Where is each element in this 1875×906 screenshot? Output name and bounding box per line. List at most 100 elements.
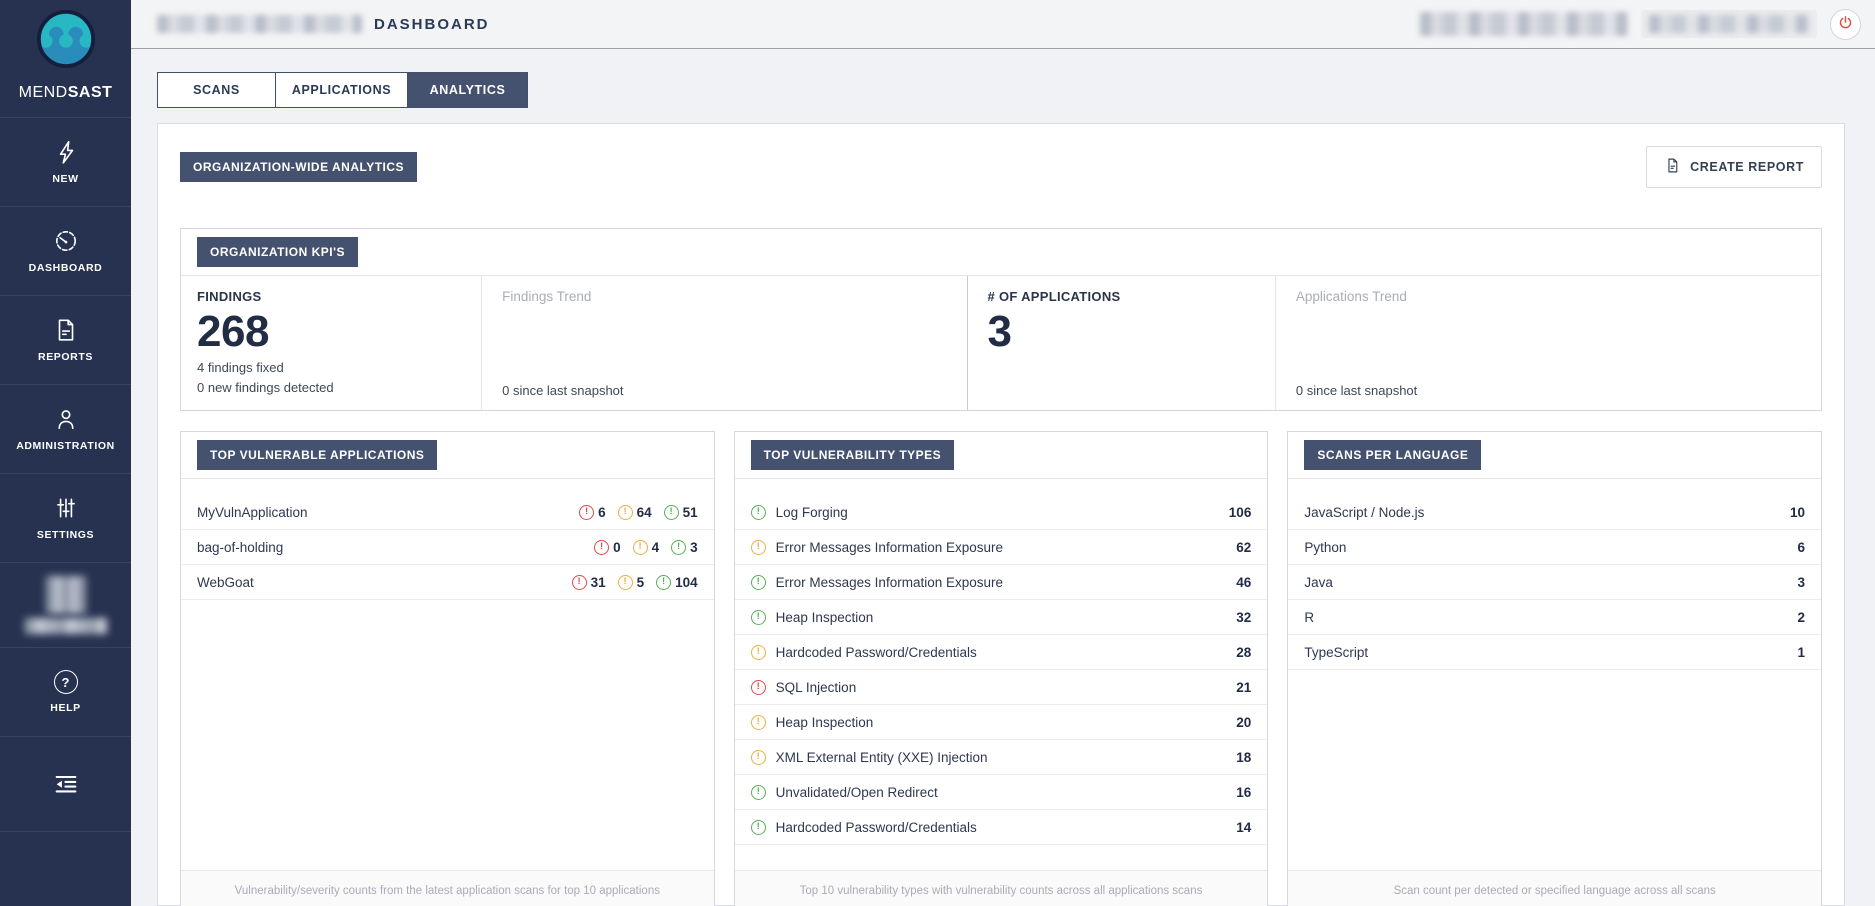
panel-badge: TOP VULNERABILITY TYPES [750, 440, 955, 470]
sidebar-item-label: HELP [50, 702, 81, 714]
vulnerability-count: 46 [1236, 574, 1252, 590]
kpi-findings-value: 268 [197, 307, 269, 356]
language-name: TypeScript [1304, 644, 1369, 660]
vulnerability-type-row[interactable]: ! Log Forging 106 [734, 495, 1268, 530]
lightning-icon [53, 139, 79, 165]
vulnerability-type-row[interactable]: ! Heap Inspection 32 [734, 600, 1268, 635]
panel-header: SCANS PER LANGUAGE [1288, 432, 1821, 479]
kpi-badge: ORGANIZATION KPI'S [197, 237, 358, 267]
language-row[interactable]: R 2 [1288, 600, 1821, 635]
panel-footer: Vulnerability/severity counts from the l… [181, 870, 714, 906]
vulnerability-name: SQL Injection [775, 679, 857, 695]
vulnerability-type-row[interactable]: ! SQL Injection 21 [734, 670, 1268, 705]
logout-power-button[interactable] [1830, 8, 1861, 40]
high-severity-icon: ! [571, 574, 587, 590]
severity-icon: ! [750, 784, 766, 800]
applications-trend-label: Applications Trend [1295, 289, 1407, 304]
vulnerability-count: 28 [1236, 644, 1252, 660]
severity-icon: ! [750, 679, 766, 695]
section-badge: ORGANIZATION-WIDE ANALYTICS [180, 152, 418, 182]
tab-analytics[interactable]: ANALYTICS [407, 73, 527, 107]
sidebar-item-reports[interactable]: REPORTS [0, 295, 131, 384]
redacted-breadcrumb [157, 15, 362, 33]
tab-bar: SCANS APPLICATIONS ANALYTICS [157, 72, 528, 108]
tab-applications[interactable]: APPLICATIONS [275, 73, 407, 107]
vulnerability-count: 106 [1228, 504, 1252, 520]
severity-icon: ! [750, 539, 766, 555]
sidebar-item-new[interactable]: NEW [0, 117, 131, 206]
vulnerability-name: Hardcoded Password/Credentials [775, 819, 977, 835]
medium-severity-count: ! 4 [632, 539, 659, 555]
sidebar-item-user-redacted[interactable] [0, 562, 131, 647]
severity-icon: ! [750, 574, 766, 590]
language-scan-count: 2 [1797, 609, 1805, 625]
medium-severity-count: ! 5 [617, 574, 644, 590]
header-right [1420, 8, 1861, 40]
sidebar-item-administration[interactable]: ADMINISTRATION [0, 384, 131, 473]
severity-icon: ! [750, 644, 766, 660]
high-severity-count: ! 31 [571, 574, 606, 590]
language-name: JavaScript / Node.js [1304, 504, 1425, 520]
high-severity-count: ! 0 [594, 539, 621, 555]
application-row[interactable]: WebGoat ! 31 ! 5 ! 104 [181, 565, 714, 600]
applications-trend-note: 0 since last snapshot [1295, 383, 1418, 398]
account-menu[interactable] [1641, 10, 1817, 38]
sidebar-collapse-button[interactable] [0, 736, 131, 831]
application-name: MyVulnApplication [197, 504, 308, 520]
vulnerability-type-row[interactable]: ! XML External Entity (XXE) Injection 18 [734, 740, 1268, 775]
vulnerability-type-row[interactable]: ! Unvalidated/Open Redirect 16 [734, 775, 1268, 810]
tab-scans[interactable]: SCANS [158, 73, 275, 107]
low-severity-count: ! 104 [656, 574, 698, 590]
sidebar-item-settings[interactable]: SETTINGS [0, 473, 131, 562]
create-report-button[interactable]: CREATE REPORT [1646, 146, 1822, 188]
high-severity-count: ! 6 [579, 504, 606, 520]
application-row[interactable]: MyVulnApplication ! 6 ! 64 ! 51 [181, 495, 714, 530]
kpi-applications-trend: Applications Trend 0 since last snapshot [1274, 276, 1821, 410]
sidebar-item-help[interactable]: ? HELP [0, 647, 131, 736]
vulnerability-count: 21 [1236, 679, 1252, 695]
collapse-menu-icon [52, 770, 80, 798]
medium-severity-count: ! 64 [617, 504, 652, 520]
language-row[interactable]: JavaScript / Node.js 10 [1288, 495, 1821, 530]
vulnerability-type-row[interactable]: ! Hardcoded Password/Credentials 28 [734, 635, 1268, 670]
high-severity-icon: ! [579, 504, 595, 520]
vulnerability-type-row[interactable]: ! Hardcoded Password/Credentials 14 [734, 810, 1268, 845]
language-row[interactable]: TypeScript 1 [1288, 635, 1821, 670]
medium-severity-icon: ! [632, 539, 648, 555]
vulnerability-type-row[interactable]: ! Error Messages Information Exposure 62 [734, 530, 1268, 565]
high-severity-icon: ! [594, 539, 610, 555]
language-row[interactable]: Python 6 [1288, 530, 1821, 565]
application-name: WebGoat [197, 574, 254, 590]
severity-icon: ! [750, 609, 766, 625]
medium-severity-icon: ! [617, 574, 633, 590]
redacted-username [24, 618, 107, 634]
sidebar-item-label: NEW [52, 173, 79, 185]
language-row[interactable]: Java 3 [1288, 565, 1821, 600]
top-header: DASHBOARD [131, 0, 1875, 49]
sidebar: MENDSAST NEW DASHBOARD [0, 0, 131, 906]
vulnerability-name: Error Messages Information Exposure [775, 539, 1004, 555]
vulnerability-count: 20 [1236, 714, 1252, 730]
severity-icon: ! [750, 504, 766, 520]
application-name: bag-of-holding [197, 539, 284, 555]
panels-row: TOP VULNERABLE APPLICATIONS MyVulnApplic… [180, 431, 1822, 906]
brand-home-link[interactable]: MENDSAST [0, 0, 131, 117]
languages-list: JavaScript / Node.js 10 Python 6 Java 3 [1288, 495, 1821, 670]
vulnerability-type-row[interactable]: ! Error Messages Information Exposure 46 [734, 565, 1268, 600]
sidebar-item-dashboard[interactable]: DASHBOARD [0, 206, 131, 295]
kpi-findings-trend: Findings Trend 0 since last snapshot [481, 276, 966, 410]
question-mark-icon: ? [53, 670, 78, 694]
report-document-icon [53, 317, 79, 343]
vulnerability-type-row[interactable]: ! Heap Inspection 20 [734, 705, 1268, 740]
vulnerability-types-list: ! Log Forging 106 ! Error Messages Infor… [734, 495, 1268, 845]
severity-icon: ! [750, 749, 766, 765]
application-row[interactable]: bag-of-holding ! 0 ! 4 ! 3 [181, 530, 714, 565]
redacted-account-info [1420, 12, 1628, 36]
severity-icon: ! [750, 819, 766, 835]
scans-per-language-panel: SCANS PER LANGUAGE JavaScript / Node.js … [1287, 431, 1822, 906]
card-top-row: ORGANIZATION-WIDE ANALYTICS CREATE REPOR… [180, 146, 1822, 188]
low-severity-count: ! 51 [663, 504, 698, 520]
language-name: R [1304, 609, 1315, 625]
main-area: DASHBOARD SCANS A [131, 0, 1875, 906]
